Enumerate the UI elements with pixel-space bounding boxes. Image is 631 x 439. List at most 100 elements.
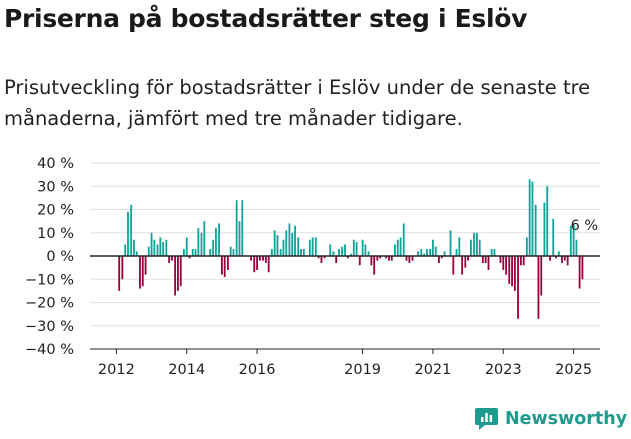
bar xyxy=(417,251,420,256)
bar xyxy=(276,235,279,256)
bar xyxy=(341,246,344,256)
bar xyxy=(396,239,399,256)
bar xyxy=(370,256,373,266)
bar xyxy=(452,256,455,275)
bar xyxy=(332,251,335,256)
y-tick-label: 40 % xyxy=(37,156,74,172)
x-tick-label: 2016 xyxy=(239,362,276,378)
bar xyxy=(484,256,487,263)
bar xyxy=(543,202,546,256)
bar xyxy=(481,256,484,263)
bar xyxy=(423,253,426,256)
bar xyxy=(508,256,511,284)
y-tick-label: −30 % xyxy=(25,319,74,335)
bar xyxy=(546,186,549,256)
bar xyxy=(220,256,223,275)
y-tick-label: −40 % xyxy=(25,342,74,358)
bar xyxy=(253,256,256,273)
bar xyxy=(183,249,185,256)
bar xyxy=(118,256,121,291)
bar xyxy=(270,249,273,256)
bar xyxy=(531,181,534,256)
bar xyxy=(282,239,285,256)
bar xyxy=(291,232,294,256)
bar xyxy=(314,237,317,256)
bar xyxy=(464,256,467,268)
bar xyxy=(323,256,326,259)
y-tick-label: −20 % xyxy=(25,296,74,312)
bar xyxy=(394,244,396,256)
y-tick-label: 30 % xyxy=(37,179,74,195)
bar xyxy=(458,237,461,256)
bar xyxy=(141,256,144,287)
bar xyxy=(188,256,191,259)
bar xyxy=(552,218,555,256)
bar xyxy=(534,204,537,256)
bar xyxy=(566,256,569,266)
bar xyxy=(235,200,238,256)
bar xyxy=(432,239,434,256)
bar xyxy=(455,249,458,256)
bar xyxy=(229,246,232,256)
y-tick-label: 10 % xyxy=(37,226,74,242)
bar xyxy=(405,256,408,261)
chart-title: Priserna på bostadsrätter steg i Eslöv xyxy=(4,4,528,33)
bar xyxy=(478,239,481,256)
bar xyxy=(467,256,470,261)
bar xyxy=(438,256,440,263)
annotations: 6 % xyxy=(571,218,599,234)
bar xyxy=(311,237,314,256)
bar xyxy=(540,256,543,296)
bar xyxy=(185,237,188,256)
bar xyxy=(555,256,557,259)
bar-chart: 40 %30 %20 %10 %0 %−10 %−20 %−30 %−40 % … xyxy=(25,156,600,378)
bar xyxy=(209,249,212,256)
bar xyxy=(449,230,452,256)
bar xyxy=(350,253,352,256)
bar xyxy=(475,232,478,256)
bar xyxy=(285,230,288,256)
bar xyxy=(241,200,244,256)
bar xyxy=(150,232,153,256)
bar xyxy=(194,249,197,256)
bar xyxy=(361,239,364,256)
x-axis: 2012 2014 2016 2019 2021 2023 2025 xyxy=(90,348,600,378)
bar xyxy=(557,251,560,256)
bar xyxy=(273,230,276,256)
bar xyxy=(473,232,475,256)
bar xyxy=(502,256,505,270)
bar xyxy=(440,256,443,259)
bar xyxy=(575,239,578,256)
bar xyxy=(153,239,156,256)
bar xyxy=(179,256,182,287)
bar xyxy=(578,256,581,289)
bar xyxy=(364,244,367,256)
bar xyxy=(511,256,513,287)
bar xyxy=(130,204,133,256)
bar xyxy=(352,239,355,256)
bar xyxy=(171,256,173,261)
bar xyxy=(139,256,141,289)
bar xyxy=(297,237,300,256)
bar xyxy=(443,251,446,256)
bar xyxy=(561,256,563,263)
bar xyxy=(581,256,584,280)
bar xyxy=(133,239,135,256)
bar xyxy=(218,223,220,256)
bar xyxy=(408,256,411,263)
bar xyxy=(411,256,414,261)
bar xyxy=(335,256,338,263)
bar xyxy=(147,246,150,256)
bar xyxy=(267,256,270,273)
bar xyxy=(358,256,361,266)
bar xyxy=(429,249,432,256)
bar xyxy=(238,221,241,256)
bar xyxy=(177,256,179,291)
newsworthy-logo-text: Newsworthy xyxy=(505,408,628,429)
bar xyxy=(168,256,171,263)
bar xyxy=(258,256,261,261)
bar xyxy=(513,256,516,291)
bar xyxy=(373,256,376,275)
bar xyxy=(200,232,203,256)
bar xyxy=(367,251,370,256)
